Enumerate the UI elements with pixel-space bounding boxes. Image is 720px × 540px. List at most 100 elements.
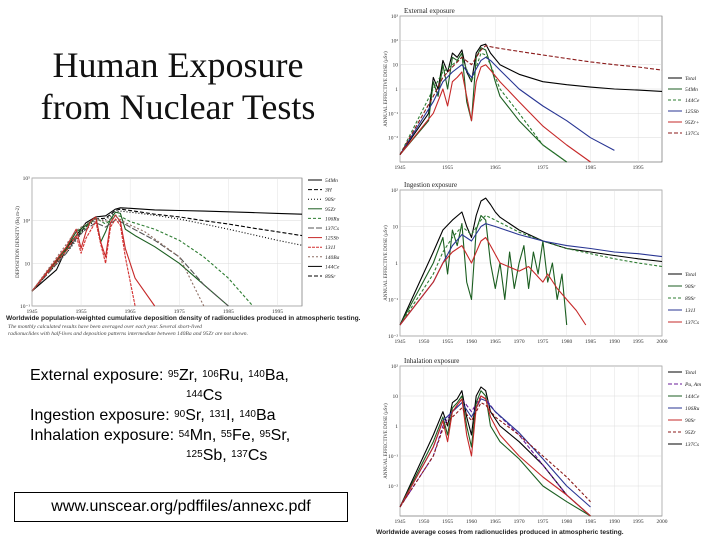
nuclide-symbol: Ru,	[218, 367, 244, 384]
series-line	[399, 214, 663, 326]
inhalation-chart-panel: Inhalation exposure 10² 10 1 10⁻¹ 10⁻² 1945 195…	[370, 354, 718, 538]
legend-entry: 90Sr	[685, 284, 696, 290]
y-tick-label: 10	[25, 261, 31, 267]
x-tick-label: 1945	[27, 309, 38, 315]
chart-title: Ingestion exposure	[404, 181, 457, 189]
series-line	[31, 207, 303, 292]
nuclide-symbol: Sb,	[202, 447, 227, 464]
y-tick-label: 10⁻¹	[388, 454, 398, 460]
nuclide: 106Ru,	[198, 367, 244, 384]
series-line	[31, 215, 205, 307]
nuclide-mass: 54	[178, 429, 190, 440]
x-tick-label: 1965	[490, 519, 501, 525]
legend-entry: 95Zr	[325, 207, 337, 213]
y-tick-label: 10⁻²	[388, 484, 398, 490]
nuclide-symbol: Ba,	[264, 367, 289, 384]
x-tick-label: 1955	[76, 309, 87, 315]
y-tick-label: 10	[393, 63, 399, 69]
x-tick-label: 1955	[442, 519, 453, 525]
y-tick-label: 1	[395, 261, 398, 267]
series-line	[31, 218, 136, 307]
nuclide-mass: 125	[186, 449, 203, 460]
x-tick-label: 1950	[418, 339, 429, 345]
nuclide: 90Sr,	[174, 407, 205, 424]
x-tick-label: 1995	[272, 309, 283, 315]
x-tick-label: 1980	[561, 339, 572, 345]
slide-title-line2: from Nuclear Tests	[40, 87, 316, 127]
legend-entry: 131I	[685, 308, 696, 314]
legend-entry: 3H	[324, 188, 333, 194]
inhalation-nuclides: 54Mn, 55Fe, 95Sr,	[179, 427, 291, 444]
series-line	[31, 214, 254, 307]
x-tick-label: 1985	[585, 165, 596, 171]
series-line	[399, 390, 591, 517]
x-tick-label: 1970	[514, 339, 525, 345]
x-tick-label: 1975	[537, 165, 548, 171]
legend-entry: Total	[685, 370, 697, 376]
external-chart-panel: External exposure 10³ 10² 10 1 10⁻¹ 10⁻² 1945 19…	[370, 2, 718, 180]
series-line	[399, 395, 591, 517]
chart-title: Inhalation exposure	[404, 357, 459, 365]
legend-entry: 125Sb	[685, 109, 699, 115]
series-line	[399, 43, 663, 156]
legend-entry: 144Ce	[325, 263, 340, 270]
y-tick-label: 10³	[391, 14, 399, 20]
chart-subcaption: The monthly calculated results have been…	[8, 324, 202, 330]
nuclide: 140Ba,	[244, 367, 289, 384]
legend-entry: 140Ba	[325, 254, 340, 261]
y-tick-label: 10⁻¹	[388, 298, 398, 304]
source-url[interactable]: www.unscear.org/pdffiles/annexc.pdf	[14, 492, 348, 522]
x-tick-label: 1985	[223, 309, 234, 315]
external-exposure-row: External exposure: 95Zr, 106Ru, 140Ba,	[30, 366, 370, 386]
x-tick-label: 1975	[537, 519, 548, 525]
nuclide: 95Zr,	[168, 367, 198, 384]
y-axis-label: ANNUAL EFFECTIVE DOSE (μSv)	[384, 51, 389, 127]
x-tick-label: 2000	[657, 339, 668, 345]
legend-entry: 137Cs	[685, 131, 699, 137]
x-tick-label: 1995	[633, 165, 644, 171]
x-tick-label: 1945	[395, 165, 406, 171]
nuclide-mass: 144	[186, 389, 203, 400]
nuclide-mass: 140	[239, 409, 256, 420]
ingestion-exposure-row: Ingestion exposure: 90Sr, 131I, 140Ba	[30, 406, 370, 426]
ingestion-exposure-label: Ingestion exposure:	[30, 407, 170, 424]
nuclide-symbol: Cs	[247, 447, 268, 464]
ingestion-nuclides: 90Sr, 131I, 140Ba	[174, 407, 275, 424]
series-line	[399, 52, 568, 163]
y-axis-label: ANNUAL EFFECTIVE DOSE (μSv)	[384, 225, 389, 301]
x-tick-label: 1960	[466, 339, 477, 345]
legend-entry: 90Sr	[685, 418, 696, 424]
slide-title: Human Exposure from Nuclear Tests	[8, 44, 348, 128]
x-tick-label: 1990	[609, 519, 620, 525]
series-line	[31, 214, 156, 307]
legend-entry: 125Sb	[325, 236, 339, 242]
y-tick-label: 10⁻²	[388, 136, 398, 142]
x-tick-label: 1965	[490, 339, 501, 345]
legend-entry: 144Ce	[685, 97, 700, 104]
nuclide: 125Sb,	[186, 447, 227, 464]
y-tick-label: 10⁻²	[388, 334, 398, 340]
nuclide: 55Fe,	[216, 427, 255, 444]
x-tick-label: 1975	[174, 309, 185, 315]
series-line	[399, 223, 663, 326]
nuclide-mass: 95	[167, 369, 179, 380]
chart-caption: Worldwide average coses from radionuclid…	[376, 529, 624, 536]
series-line	[399, 236, 587, 326]
series-line	[399, 402, 591, 508]
slide-title-line1: Human Exposure	[52, 45, 304, 85]
legend-entry: Total	[685, 272, 697, 278]
nuclide-mass: 55	[220, 429, 232, 440]
external-exposure-label: External exposure:	[30, 367, 164, 384]
y-tick-label: 10	[393, 225, 399, 231]
y-axis-label: ANNUAL EFFECTIVE DOSE (μSv)	[384, 403, 389, 479]
series-line	[31, 211, 229, 307]
nuclide-symbol: I,	[225, 407, 235, 424]
y-tick-label: 10⁻¹	[20, 304, 30, 310]
chart-caption: Worldwide population-weighted cumulative…	[6, 315, 361, 322]
x-tick-label: 1990	[609, 339, 620, 345]
x-tick-label: 1995	[633, 519, 644, 525]
legend-entry: Pu, Am	[684, 382, 701, 388]
nuclide-mass: 140	[248, 369, 265, 380]
x-tick-label: 1955	[442, 165, 453, 171]
